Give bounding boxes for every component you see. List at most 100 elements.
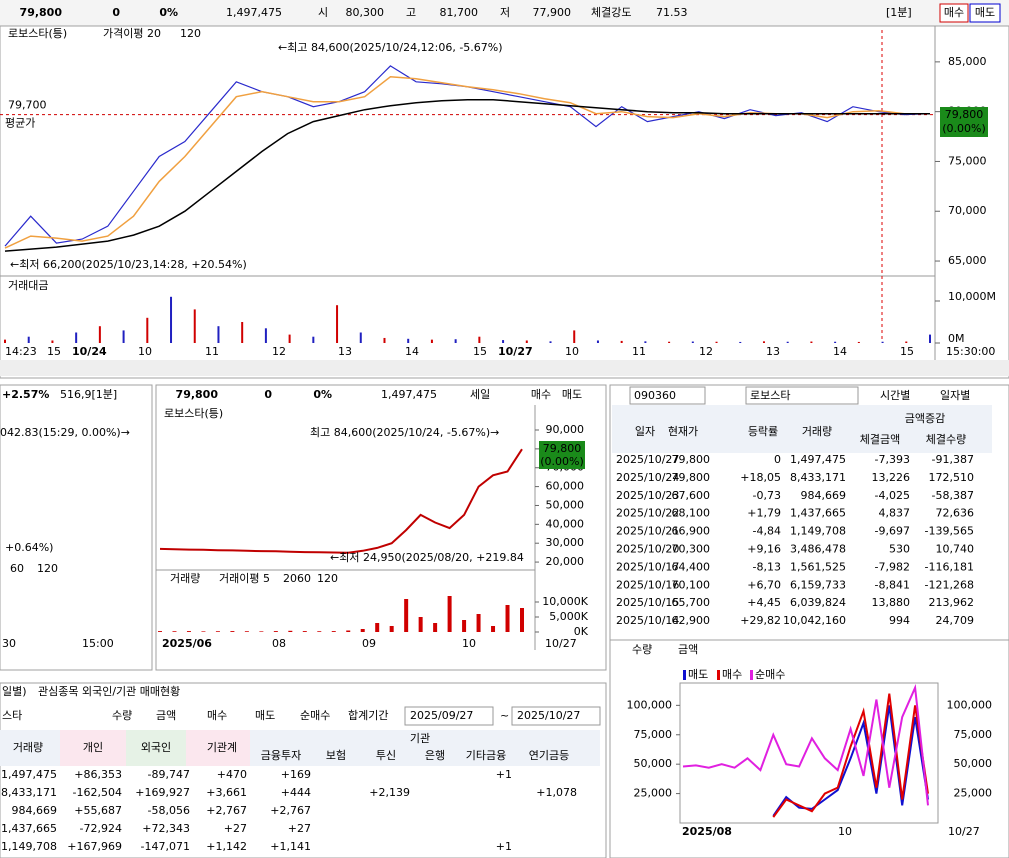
buy-button-label[interactable]: 매수 [531, 388, 551, 401]
volume-bar [360, 629, 365, 632]
table-cell: +2,767 [270, 804, 311, 817]
volume-bar [217, 326, 220, 343]
label: 77,900 [533, 6, 572, 19]
label: 0 [112, 6, 120, 19]
label[interactable]: 관심종목 외국인/기관 매매현황 [38, 685, 180, 698]
label[interactable]: 2025/10/27 [517, 709, 580, 722]
volume-bar [146, 317, 149, 343]
y-tick-label: 75,000 [634, 728, 673, 741]
radio-label[interactable]: 금액 [156, 709, 176, 722]
label: 79,800 [20, 6, 63, 19]
volume-bar [573, 330, 576, 343]
table-cell: 2025/10/14 [616, 614, 679, 627]
buy-button[interactable] [939, 3, 969, 23]
volume-bar [762, 341, 765, 343]
x-tick-label: 15 [473, 345, 487, 358]
volume-bar [644, 341, 647, 343]
sell-button-label[interactable]: 매도 [562, 388, 582, 401]
label: 평균가 [5, 117, 35, 130]
column-header: 거래량 [13, 741, 43, 754]
label[interactable]: 일자별 [940, 388, 970, 402]
label: 스타 [2, 709, 22, 722]
label: 체결강도 [591, 6, 631, 19]
label[interactable]: 수량 [632, 643, 652, 656]
column-header: 일자 [635, 424, 655, 438]
volume-bar [454, 339, 457, 343]
volume-bar [186, 631, 191, 632]
volume-bar [331, 631, 336, 632]
volume-bar [520, 608, 524, 632]
date-input[interactable] [404, 706, 494, 726]
flow-line [772, 705, 929, 817]
volume-bar [27, 336, 30, 343]
table-cell: 2025/10/21 [616, 525, 679, 538]
table-cell: +1,142 [206, 840, 247, 853]
sell-button[interactable] [969, 3, 1001, 23]
volume-bar [857, 341, 860, 343]
table-cell: -121,268 [925, 578, 974, 591]
date-input[interactable] [511, 706, 601, 726]
scroll-bar[interactable] [0, 360, 1009, 376]
bottom-panel [0, 682, 607, 858]
y-tick-label: 60,000 [546, 480, 585, 493]
mid-panel [155, 384, 607, 671]
label: 0% [313, 388, 332, 401]
table-cell: +27 [224, 822, 247, 835]
volume-bar [264, 328, 267, 343]
radio-label[interactable]: 수량 [112, 709, 132, 722]
x-tick-label: 10/27 [498, 345, 533, 358]
table-cell: 79,800 [672, 471, 711, 484]
column-header: 금융투자 [261, 749, 301, 762]
code-input[interactable] [629, 386, 706, 405]
legend-entry: 60 [297, 572, 311, 585]
y-tick-label: 50,000 [546, 498, 585, 511]
table-cell: 984,669 [801, 489, 847, 502]
table-cell: +1,141 [270, 840, 311, 853]
volume-bar [478, 336, 481, 343]
y-tick-label: 70,000 [948, 204, 987, 217]
label[interactable]: 090360 [634, 389, 676, 402]
table-cell: 70,100 [672, 578, 711, 591]
label: 79,700 [8, 99, 47, 112]
table-cell: 65,700 [672, 596, 711, 609]
label[interactable]: 시간별 [880, 389, 910, 402]
buy-button-label[interactable]: 매수 [944, 6, 964, 19]
sell-button-label[interactable]: 매도 [975, 6, 995, 19]
label: 516,9[1분] [60, 388, 117, 401]
volume-bar [404, 599, 409, 632]
label: 금액증감 [905, 412, 945, 425]
volume-bar [288, 334, 291, 343]
radio-label[interactable]: 매수 [207, 709, 227, 722]
table-cell: 2025/10/16 [616, 578, 679, 591]
label[interactable]: 금액 [678, 643, 698, 656]
table-cell: +9,16 [747, 543, 781, 556]
table-cell: 8,433,171 [1, 786, 57, 799]
x-tick-label: 08 [272, 637, 286, 650]
x-tick-label: 10/24 [72, 345, 107, 358]
volume-bar [259, 631, 264, 632]
volume-bar [525, 340, 528, 343]
volume-bar [241, 322, 244, 343]
volume-bar [691, 341, 694, 343]
column-header: 은행 [425, 749, 445, 762]
y-tick-label: 30,000 [546, 536, 585, 549]
volume-bar [375, 623, 380, 632]
table-cell: 213,962 [929, 596, 975, 609]
volume-bar [51, 340, 54, 343]
volume-bar [346, 630, 351, 632]
table-cell: 2025/10/23 [616, 489, 679, 502]
table-cell: +18,05 [740, 471, 781, 484]
radio-label[interactable]: 순매수 [300, 709, 330, 722]
legend-swatch [750, 670, 753, 680]
table-cell: 1,497,475 [790, 453, 846, 466]
volume-bar [596, 340, 599, 343]
label: [1분] [886, 6, 912, 19]
label[interactable]: 2025/09/27 [410, 709, 473, 722]
table-cell: 67,600 [672, 489, 711, 502]
volume-bar [620, 340, 623, 343]
radio-label[interactable]: 매도 [255, 709, 275, 722]
volume-bar [389, 626, 394, 632]
volume-bar [244, 631, 249, 632]
x-tick-label: 2025/06 [162, 637, 212, 650]
